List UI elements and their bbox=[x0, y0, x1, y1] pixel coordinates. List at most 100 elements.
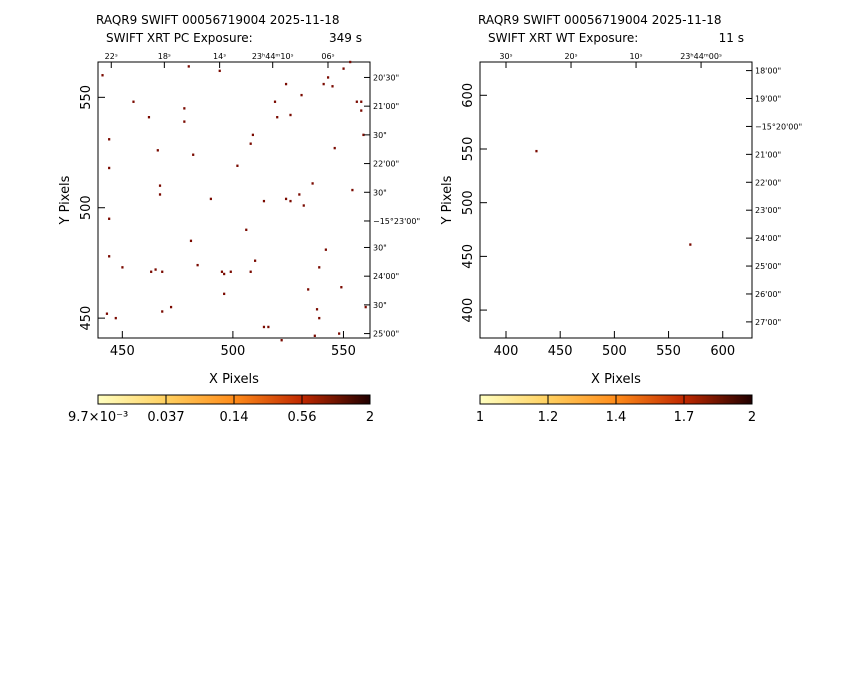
x-tick-label: 550 bbox=[656, 344, 681, 359]
data-point bbox=[169, 305, 173, 309]
data-point bbox=[284, 197, 288, 201]
data-point bbox=[276, 116, 279, 119]
dec-tick-label: 26'00" bbox=[755, 290, 781, 299]
data-point bbox=[223, 272, 226, 276]
data-point bbox=[322, 82, 325, 86]
y-tick-label: 450 bbox=[79, 306, 94, 331]
x-tick-label: 500 bbox=[220, 344, 245, 359]
data-point bbox=[342, 67, 345, 70]
exposure-value: 11 s bbox=[719, 31, 744, 45]
data-point bbox=[267, 325, 270, 329]
dec-tick-label: 30" bbox=[373, 188, 387, 197]
data-point bbox=[236, 164, 239, 167]
y-axis-label: Y Pixels bbox=[440, 175, 455, 225]
dec-tick-label: −15°20'00" bbox=[755, 122, 802, 131]
data-point bbox=[364, 305, 367, 309]
data-point bbox=[187, 65, 190, 68]
data-point bbox=[189, 239, 193, 243]
data-point bbox=[289, 199, 292, 203]
dec-tick-label: 30" bbox=[373, 243, 387, 252]
data-point bbox=[315, 308, 319, 311]
dec-tick-label: 18'00" bbox=[755, 67, 781, 76]
data-point bbox=[360, 100, 363, 103]
ra-tick-label: 14ˢ bbox=[213, 52, 226, 61]
data-point bbox=[161, 270, 164, 273]
data-point bbox=[150, 270, 153, 273]
data-point bbox=[362, 133, 365, 137]
data-point bbox=[280, 339, 283, 342]
data-point bbox=[262, 199, 266, 203]
data-point bbox=[324, 248, 327, 251]
y-tick-label: 400 bbox=[461, 298, 476, 323]
colorbar-label: 1 bbox=[476, 410, 484, 425]
data-point bbox=[338, 332, 341, 335]
dec-tick-label: 24'00" bbox=[373, 272, 399, 281]
dec-tick-label: 19'00" bbox=[755, 95, 781, 104]
chart-subtitle: SWIFT XRT PC Exposure: bbox=[106, 31, 253, 45]
data-point bbox=[121, 266, 124, 269]
y-tick-label: 600 bbox=[461, 83, 476, 108]
colorbar-label: 0.037 bbox=[147, 410, 184, 425]
data-point bbox=[108, 255, 111, 258]
data-point bbox=[318, 316, 321, 320]
data-point bbox=[289, 113, 292, 117]
dec-tick-label: 21'00" bbox=[755, 150, 781, 159]
data-point bbox=[355, 100, 358, 103]
data-point bbox=[251, 133, 254, 137]
data-point bbox=[108, 138, 111, 141]
data-point bbox=[313, 334, 316, 337]
dec-tick-label: 22'00" bbox=[373, 160, 399, 169]
chart-panel-1: RAQR9 SWIFT 00056719004 2025-11-18 SWIFT … bbox=[58, 13, 420, 425]
data-point bbox=[209, 197, 212, 201]
data-point bbox=[158, 184, 162, 187]
data-point bbox=[192, 153, 195, 156]
data-point bbox=[311, 182, 314, 185]
plot-frame bbox=[97, 61, 371, 339]
ra-tick-label: 06ˢ bbox=[321, 52, 334, 61]
data-point bbox=[284, 82, 288, 86]
dec-tick-label: −15°23'00" bbox=[373, 217, 420, 226]
data-point bbox=[183, 107, 186, 110]
data-point bbox=[183, 120, 186, 123]
data-point bbox=[108, 166, 111, 170]
data-point bbox=[689, 243, 692, 246]
data-point bbox=[300, 93, 303, 97]
data-point bbox=[114, 316, 117, 320]
dec-tick-label: 30" bbox=[373, 301, 387, 310]
dec-tick-label: 27'00" bbox=[755, 318, 781, 327]
colorbar-label: 0.56 bbox=[288, 410, 317, 425]
data-point bbox=[302, 204, 305, 207]
x-tick-label: 550 bbox=[331, 344, 356, 359]
data-point bbox=[326, 76, 330, 79]
ra-tick-label: 20ˢ bbox=[564, 52, 577, 61]
data-point bbox=[105, 312, 109, 315]
data-point bbox=[158, 193, 162, 196]
x-tick-label: 500 bbox=[602, 344, 627, 359]
ra-tick-label: 23ʰ44ᵐ10ˢ bbox=[252, 52, 294, 61]
data-point bbox=[318, 266, 321, 269]
data-point bbox=[101, 74, 104, 77]
data-point bbox=[147, 116, 151, 119]
x-tick-label: 400 bbox=[494, 344, 519, 359]
data-point bbox=[245, 228, 248, 232]
chart-title: RAQR9 SWIFT 00056719004 2025-11-18 bbox=[478, 13, 721, 27]
colorbar-label: 1.2 bbox=[538, 410, 559, 425]
ra-tick-label: 23ʰ44ᵐ00ˢ bbox=[680, 52, 722, 61]
dec-tick-label: 20'30" bbox=[373, 73, 399, 82]
data-point bbox=[254, 259, 257, 262]
data-point bbox=[196, 263, 199, 267]
chart-title: RAQR9 SWIFT 00056719004 2025-11-18 bbox=[96, 13, 339, 27]
data-point bbox=[331, 85, 334, 88]
data-point bbox=[229, 270, 232, 273]
data-point bbox=[262, 325, 266, 329]
exposure-value: 349 s bbox=[329, 31, 362, 45]
data-point bbox=[218, 69, 221, 73]
data-point bbox=[340, 286, 343, 289]
colorbar-label: 1.7 bbox=[674, 410, 695, 425]
dec-tick-label: 22'00" bbox=[755, 178, 781, 187]
data-point bbox=[298, 193, 301, 196]
y-tick-label: 550 bbox=[79, 85, 94, 110]
ra-tick-label: 18ˢ bbox=[158, 52, 171, 61]
chart-panel-2: RAQR9 SWIFT 00056719004 2025-11-18 SWIFT … bbox=[440, 13, 802, 425]
data-point bbox=[307, 288, 310, 291]
